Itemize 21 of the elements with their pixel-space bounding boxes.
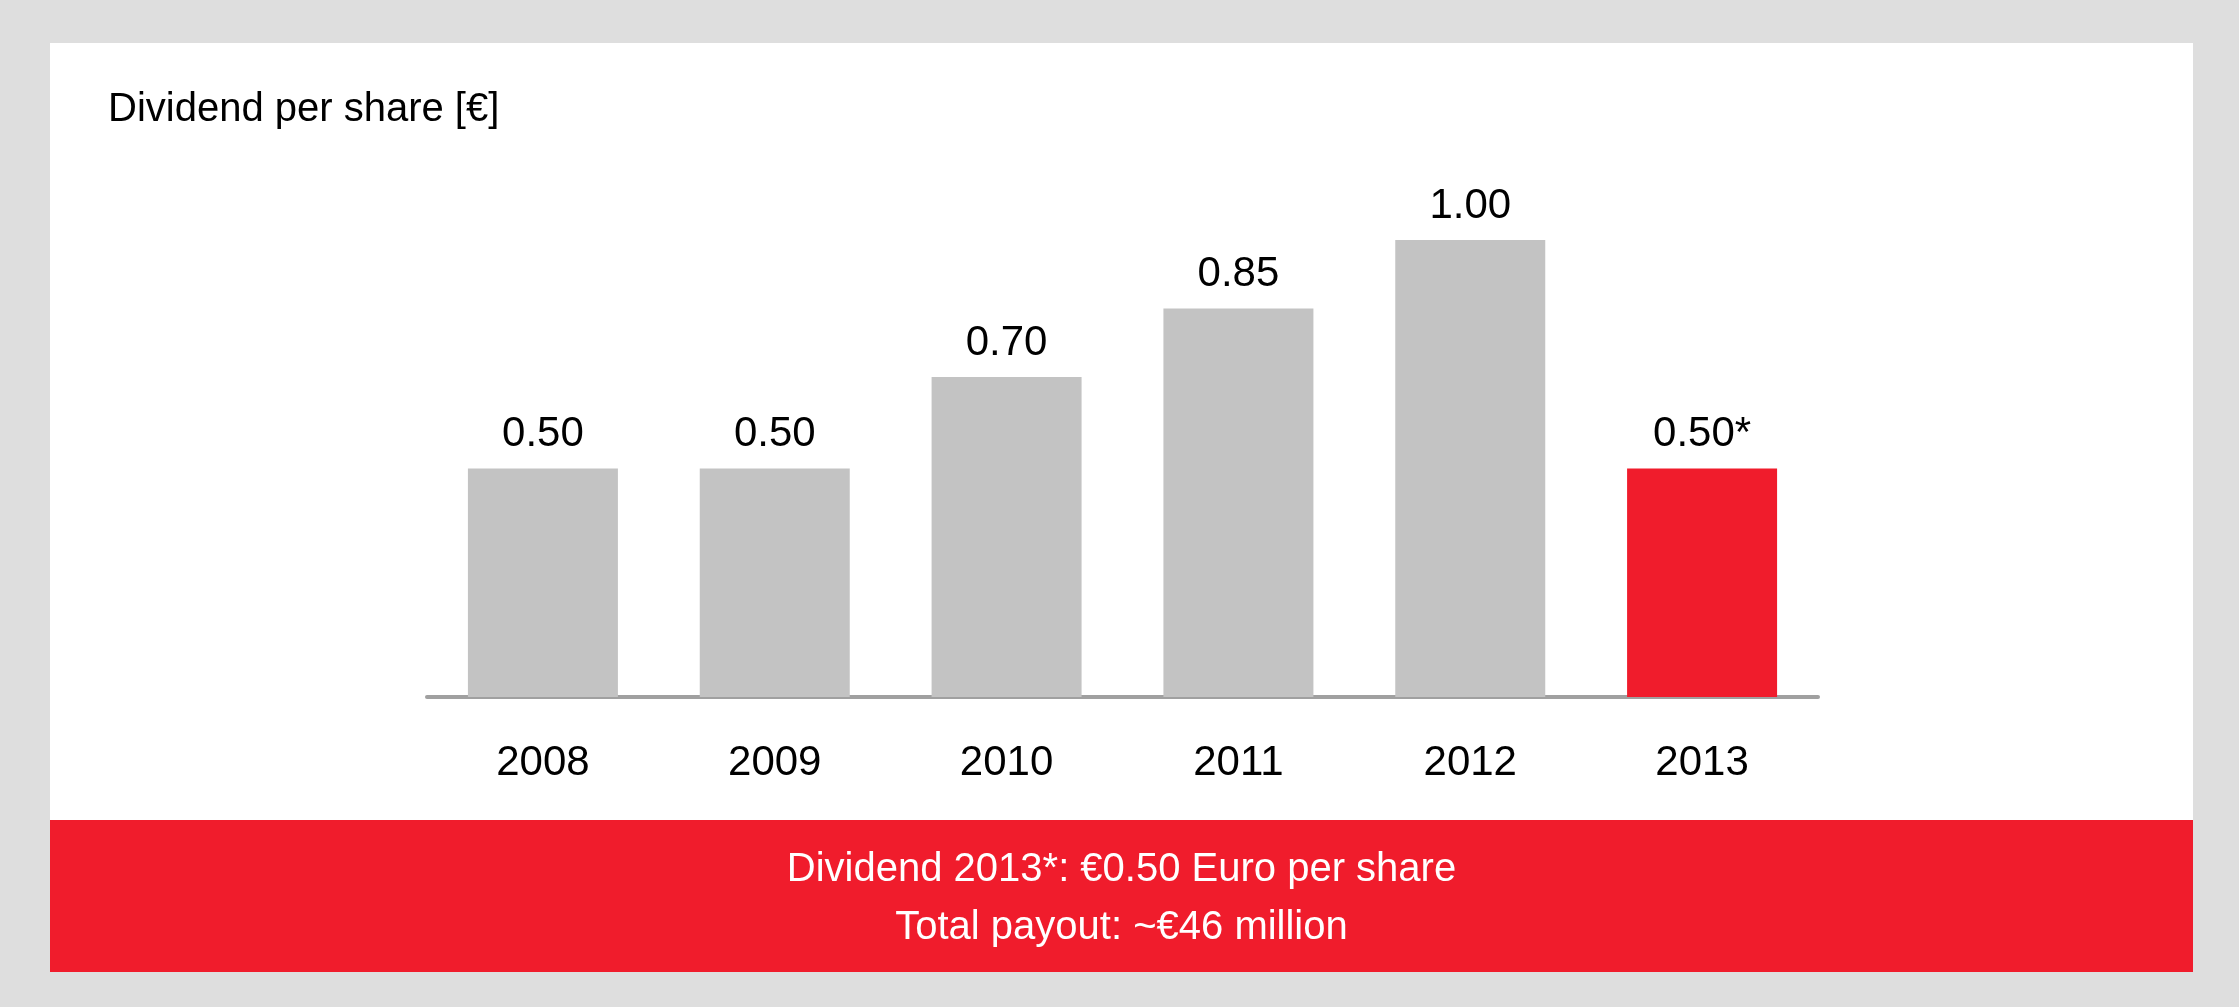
x-tick-label: 2012 (1423, 736, 1517, 784)
bar (931, 377, 1082, 697)
bar (1163, 308, 1314, 697)
x-tick-label: 2009 (728, 736, 822, 784)
x-tick-label: 2013 (1655, 736, 1749, 784)
x-tick-label: 2010 (959, 736, 1054, 784)
x-tick-label: 2008 (496, 736, 590, 784)
x-tick-label: 2011 (1193, 736, 1284, 784)
text: Dividend 2013*: €0.50 Euro per share (785, 844, 1458, 891)
chart-title: Dividend per share [€] (108, 85, 500, 129)
data-label: 0.50 (502, 408, 584, 455)
bar (467, 468, 618, 697)
data-label: 0.50* (1653, 408, 1752, 455)
data-label: 0.85 (1197, 248, 1280, 296)
bar (699, 468, 850, 697)
bar (1627, 468, 1778, 697)
text: Total payout: ~€46 million (894, 902, 1349, 949)
data-label: 0.70 (965, 316, 1048, 364)
bar (1395, 240, 1546, 697)
data-label: 0.50 (733, 408, 816, 455)
data-label: 1.00 (1429, 179, 1512, 227)
